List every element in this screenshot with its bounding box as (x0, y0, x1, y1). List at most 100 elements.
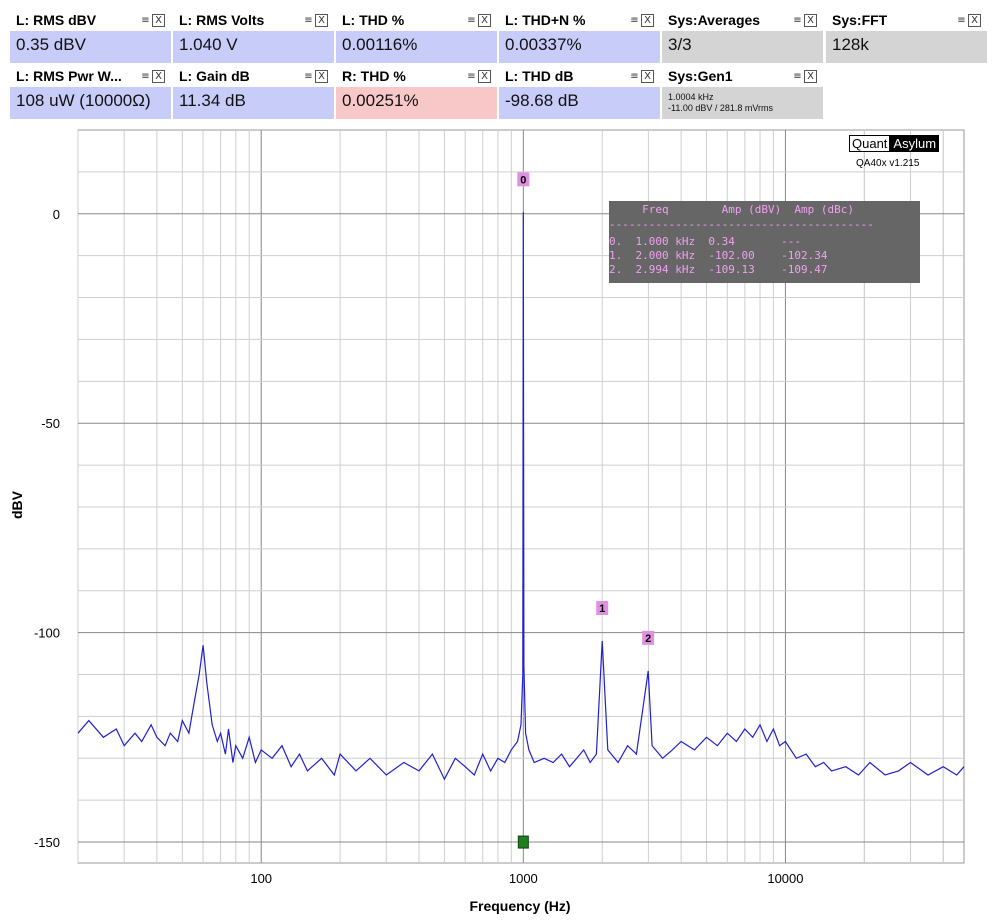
tile-controls: ≡ X (139, 13, 165, 27)
tile-value-line2: -11.00 dBV / 281.8 mVrms (668, 103, 774, 113)
tile-header: Sys:Gen1 ≡ X (662, 66, 823, 86)
menu-icon[interactable]: ≡ (630, 15, 639, 26)
close-icon[interactable]: X (641, 70, 654, 83)
tile-value: 0.00116% (336, 31, 497, 63)
readout-tile: Sys:Gen1 ≡ X 1.0004 kHz -11.00 dBV / 281.8 m… (662, 66, 823, 119)
readout-tile: Sys:FFT ≡ X 128k (826, 10, 987, 63)
harmonic-table-divider: ---------------------------------------- (609, 218, 874, 231)
y-tick-label: -150 (34, 835, 60, 850)
logo-part1: Quant (849, 135, 891, 152)
readout-tile: L: RMS Pwr W... ≡ X 108 uW (10000Ω) (10, 66, 171, 119)
quantasylum-logo: Quant Asylum (849, 135, 940, 153)
readout-tile: Sys:Averages ≡ X 3/3 (662, 10, 823, 63)
marker-badge (642, 630, 655, 645)
menu-icon[interactable]: ≡ (467, 71, 476, 82)
readout-tile: L: Gain dB ≡ X 11.34 dB (173, 66, 334, 119)
harmonic-table: Freq Amp (dBV) Amp (dBc) ---------------… (609, 201, 920, 283)
close-icon[interactable]: X (478, 70, 491, 83)
harmonic-table-header: Freq Amp (dBV) Amp (dBc) (609, 203, 855, 216)
x-axis-label: Frequency (Hz) (469, 898, 570, 914)
tile-header: Sys:Averages ≡ X (662, 10, 823, 30)
tile-controls: ≡ X (302, 13, 328, 27)
tile-title: Sys:FFT (832, 12, 888, 28)
tile-header: L: RMS Pwr W... ≡ X (10, 66, 171, 86)
cursor-marker (517, 835, 529, 849)
tile-header: L: THD % ≡ X (336, 10, 497, 30)
harmonic-row-1: 1. 2.000 kHz -102.00 -102.34 (609, 249, 828, 262)
menu-icon[interactable]: ≡ (141, 15, 150, 26)
tile-value-line1: 1.0004 kHz (668, 92, 714, 102)
marker-badge (517, 172, 530, 187)
harmonic-markers: 0 1 2 (517, 172, 655, 645)
logo-part2: Asylum (890, 135, 940, 152)
tile-header: Sys:FFT ≡ X (826, 10, 987, 30)
tile-value: 0.00337% (499, 31, 660, 63)
menu-icon[interactable]: ≡ (630, 71, 639, 82)
tile-controls: ≡ X (628, 13, 654, 27)
y-tick-label: -100 (34, 626, 60, 641)
marker-label: 0 (520, 174, 526, 186)
tile-title: L: THD+N % (505, 12, 586, 28)
tile-header: R: THD % ≡ X (336, 66, 497, 86)
tile-header: L: THD dB ≡ X (499, 66, 660, 86)
tile-header: L: THD+N % ≡ X (499, 10, 660, 30)
tile-value: 1.040 V (173, 31, 334, 63)
version-label: QA40x v1.215 (856, 158, 920, 169)
tile-value: -98.68 dB (499, 87, 660, 119)
y-axis-label: dBV (9, 490, 25, 519)
readout-tile: L: RMS Volts ≡ X 1.040 V (173, 10, 334, 63)
tile-controls: ≡ X (628, 69, 654, 83)
tile-value: 1.0004 kHz -11.00 dBV / 281.8 mVrms (662, 87, 823, 119)
tile-value: 3/3 (662, 31, 823, 63)
y-tick-label: 0 (53, 207, 60, 222)
close-icon[interactable]: X (315, 70, 328, 83)
tile-title: R: THD % (342, 68, 406, 84)
y-tick-label: -50 (41, 416, 60, 431)
close-icon[interactable]: X (641, 14, 654, 27)
x-tick-label: 10000 (767, 871, 803, 886)
close-icon[interactable]: X (152, 14, 165, 27)
menu-icon[interactable]: ≡ (467, 15, 476, 26)
tile-title: L: RMS dBV (16, 12, 97, 28)
tile-controls: ≡ X (302, 69, 328, 83)
tile-controls: ≡ X (139, 69, 165, 83)
tile-value: 11.34 dB (173, 87, 334, 119)
x-tick-labels: 100 1000 10000 (250, 871, 803, 886)
x-tick-label: 1000 (509, 871, 538, 886)
x-tick-label: 100 (250, 871, 272, 886)
tile-controls: ≡ X (791, 69, 817, 83)
harmonic-marker: 1 (596, 601, 609, 616)
tile-value: 108 uW (10000Ω) (10, 87, 171, 119)
readout-tile: L: THD+N % ≡ X 0.00337% (499, 10, 660, 63)
readout-tile: L: RMS dBV ≡ X 0.35 dBV (10, 10, 171, 63)
y-tick-labels: 0 -50 -100 -150 (34, 207, 60, 850)
close-icon[interactable]: X (478, 14, 491, 27)
marker-badge (596, 601, 609, 616)
harmonic-row-0: 0. 1.000 kHz 0.34 --- (609, 235, 802, 248)
tile-title: Sys:Gen1 (668, 68, 733, 84)
tile-header: L: RMS Volts ≡ X (173, 10, 334, 30)
menu-icon[interactable]: ≡ (141, 71, 150, 82)
close-icon[interactable]: X (315, 14, 328, 27)
tile-value: 0.00251% (336, 87, 497, 119)
menu-icon[interactable]: ≡ (793, 15, 802, 26)
marker-label: 2 (645, 633, 651, 645)
close-icon[interactable]: X (968, 14, 981, 27)
harmonic-row-2: 2. 2.994 kHz -109.13 -109.47 (609, 263, 828, 276)
close-icon[interactable]: X (804, 70, 817, 83)
menu-icon[interactable]: ≡ (304, 15, 313, 26)
menu-icon[interactable]: ≡ (793, 71, 802, 82)
tile-value: 128k (826, 31, 987, 63)
menu-icon[interactable]: ≡ (304, 71, 313, 82)
tile-title: L: RMS Volts (179, 12, 265, 28)
tile-title: L: RMS Pwr W... (16, 68, 122, 84)
readout-tile: L: THD % ≡ X 0.00116% (336, 10, 497, 63)
close-icon[interactable]: X (152, 70, 165, 83)
readout-tile: L: THD dB ≡ X -98.68 dB (499, 66, 660, 119)
menu-icon[interactable]: ≡ (957, 15, 966, 26)
tile-title: L: THD dB (505, 68, 574, 84)
close-icon[interactable]: X (804, 14, 817, 27)
tile-controls: ≡ X (791, 13, 817, 27)
spectrum-trace (77, 212, 965, 781)
tile-controls: ≡ X (465, 13, 491, 27)
